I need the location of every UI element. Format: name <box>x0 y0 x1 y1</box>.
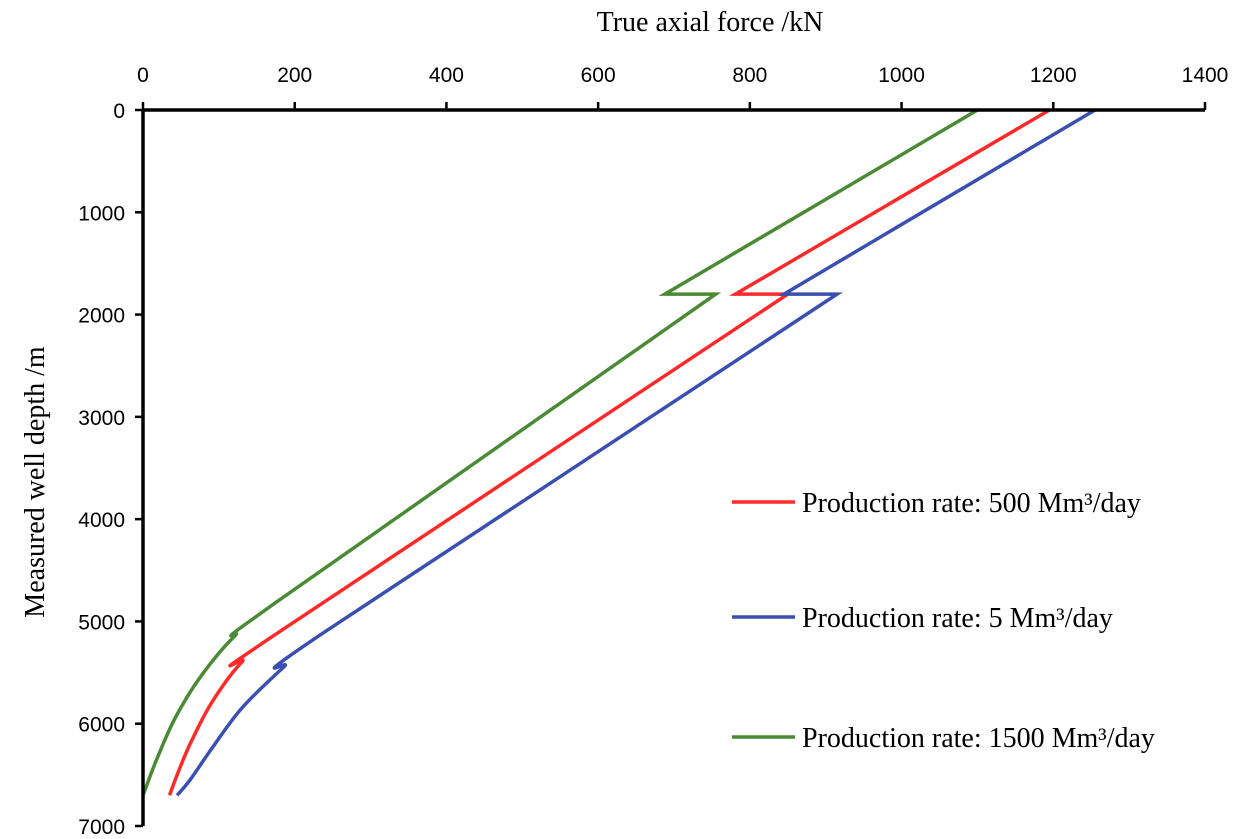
y-tick-label: 3000 <box>78 407 125 430</box>
series-line-2 <box>141 108 979 796</box>
y-tick-label: 7000 <box>78 816 125 839</box>
y-tick-label: 0 <box>113 100 125 123</box>
series-group <box>141 108 1096 797</box>
x-tick-label: 800 <box>732 64 767 87</box>
legend-label-1: Production rate: 5 Mm³/day <box>802 603 1113 634</box>
y-axis-title: Measured well depth /m <box>20 346 51 618</box>
series-line-0 <box>167 108 1051 796</box>
y-tick-label: 5000 <box>78 611 125 634</box>
y-tick-label: 4000 <box>78 509 125 532</box>
y-tick-label: 1000 <box>78 202 125 225</box>
y-tick-label: 2000 <box>78 305 125 328</box>
x-tick-label: 1000 <box>878 64 925 87</box>
x-tick-label: 600 <box>581 64 616 87</box>
legend-label-0: Production rate: 500 Mm³/day <box>802 488 1141 519</box>
legend: Production rate: 500 Mm³/day Production r… <box>732 488 1155 754</box>
x-tick-label: 0 <box>137 64 149 87</box>
x-tick-label: 1200 <box>1030 64 1077 87</box>
series-line-1 <box>175 108 1096 797</box>
x-tick-group: 0 200 400 600 800 1000 1200 1400 <box>137 64 1228 110</box>
x-axis-title: True axial force /kN <box>597 7 824 38</box>
x-tick-label: 200 <box>277 64 312 87</box>
legend-label-2: Production rate: 1500 Mm³/day <box>802 723 1155 754</box>
y-tick-label: 6000 <box>78 714 125 737</box>
x-tick-label: 1400 <box>1182 64 1229 87</box>
y-tick-group: 0 1000 2000 3000 4000 5000 6000 7000 <box>78 100 143 839</box>
x-tick-label: 400 <box>429 64 464 87</box>
